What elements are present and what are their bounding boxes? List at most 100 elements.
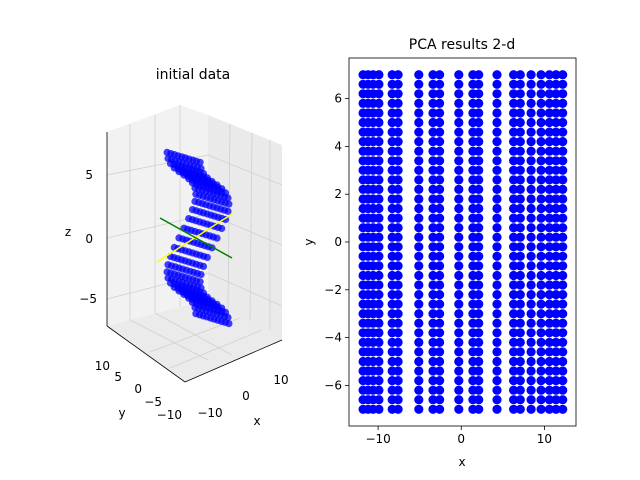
pca-point — [414, 146, 424, 156]
pca-point — [492, 347, 502, 357]
pca-point — [508, 270, 519, 281]
pca-point — [492, 89, 502, 99]
pca-point — [526, 117, 536, 128]
pca-point — [393, 385, 403, 395]
pca-point — [526, 366, 536, 376]
pca-point — [536, 395, 546, 405]
pca-point — [544, 328, 555, 338]
pca-point — [374, 232, 384, 242]
pca-point — [435, 184, 445, 194]
pca-point — [393, 203, 403, 214]
pca-point — [508, 385, 519, 395]
y-tick-label: −5 — [144, 395, 162, 409]
pca-point — [492, 366, 502, 376]
pca-point — [515, 261, 525, 271]
pca-point — [492, 213, 502, 223]
pca-point — [526, 203, 536, 214]
pca-point — [544, 108, 555, 118]
pca-point — [428, 395, 438, 405]
pca-point — [558, 385, 568, 395]
pca-point — [508, 203, 519, 214]
pca-point — [454, 376, 464, 386]
pca-point — [428, 137, 438, 147]
pca-point — [515, 366, 525, 376]
pca-point — [454, 232, 464, 242]
pca-point — [414, 213, 424, 223]
pca-point — [435, 337, 445, 347]
pca-point — [551, 184, 561, 194]
pca-point — [393, 70, 403, 80]
pca-point — [558, 137, 568, 147]
pca-point — [536, 270, 546, 281]
pca-point — [515, 137, 525, 147]
pca-point — [414, 156, 424, 166]
pca-point — [414, 108, 424, 118]
pca-point — [515, 356, 525, 367]
pca-point — [508, 70, 519, 80]
pca-point — [374, 194, 384, 204]
x-tick-label: 0 — [242, 389, 250, 403]
pca-point — [515, 184, 525, 194]
pca-point — [558, 242, 568, 252]
pca-point — [435, 395, 445, 405]
pca-point — [544, 156, 555, 166]
pca-point — [428, 270, 438, 281]
pca-point — [414, 318, 424, 328]
pca-point — [508, 376, 519, 386]
pca-point — [374, 117, 384, 128]
pca-point — [536, 108, 546, 118]
pca-point — [558, 89, 568, 99]
pca-point — [474, 366, 484, 376]
pca-point — [558, 328, 568, 338]
pca-point — [544, 137, 555, 147]
pca-point — [414, 337, 424, 347]
pca-point — [558, 98, 568, 108]
pca-point — [393, 223, 403, 233]
pca-point — [551, 395, 561, 405]
pca-point — [454, 404, 464, 414]
pca-point — [508, 404, 519, 414]
pca-point — [492, 70, 502, 80]
pca-point — [474, 232, 484, 242]
pca-scatter-panel: PCA results 2-d −10 0 10 −6 −4 −2 0 2 4 6 x y — [302, 37, 577, 469]
x-tick-label: 10 — [537, 432, 552, 446]
pca-point — [393, 366, 403, 376]
pca-point — [393, 89, 403, 99]
pca-point — [374, 337, 384, 347]
pca-y-ticks: −6 −4 −2 0 2 4 6 — [324, 92, 349, 392]
3d-scatter-points — [163, 148, 233, 328]
x-tick-label: 10 — [273, 373, 288, 387]
pca-point — [492, 184, 502, 194]
pca-point — [435, 232, 445, 242]
pca-point — [536, 251, 546, 261]
pca-point — [536, 337, 546, 347]
pca-point — [558, 79, 568, 89]
pca-point — [558, 290, 568, 300]
pca-point — [526, 356, 536, 367]
pca-point — [515, 404, 525, 414]
pca-point — [374, 175, 384, 185]
pca-point — [508, 117, 519, 128]
pca-point — [526, 223, 536, 233]
pca-point — [454, 184, 464, 194]
pca-point — [393, 146, 403, 156]
pca-point — [508, 337, 519, 347]
pca-point — [435, 146, 445, 156]
pca-point — [526, 385, 536, 395]
pca-point — [551, 242, 561, 252]
pca-point — [515, 213, 525, 223]
pca-point — [526, 232, 536, 242]
pca-point — [435, 108, 445, 118]
pca-point — [474, 146, 484, 156]
pca-point — [526, 156, 536, 166]
pca-point — [435, 165, 445, 175]
pca-point — [435, 328, 445, 338]
pca-point — [414, 117, 424, 128]
pca-point — [374, 395, 384, 405]
pca-point — [558, 213, 568, 223]
3d-right-pane — [185, 115, 282, 345]
pca-point — [558, 270, 568, 281]
pca-point — [515, 232, 525, 242]
pca-point — [393, 299, 403, 309]
pca-point — [414, 356, 424, 367]
